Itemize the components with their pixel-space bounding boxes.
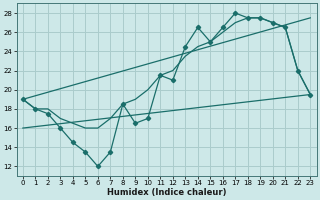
X-axis label: Humidex (Indice chaleur): Humidex (Indice chaleur): [107, 188, 226, 197]
